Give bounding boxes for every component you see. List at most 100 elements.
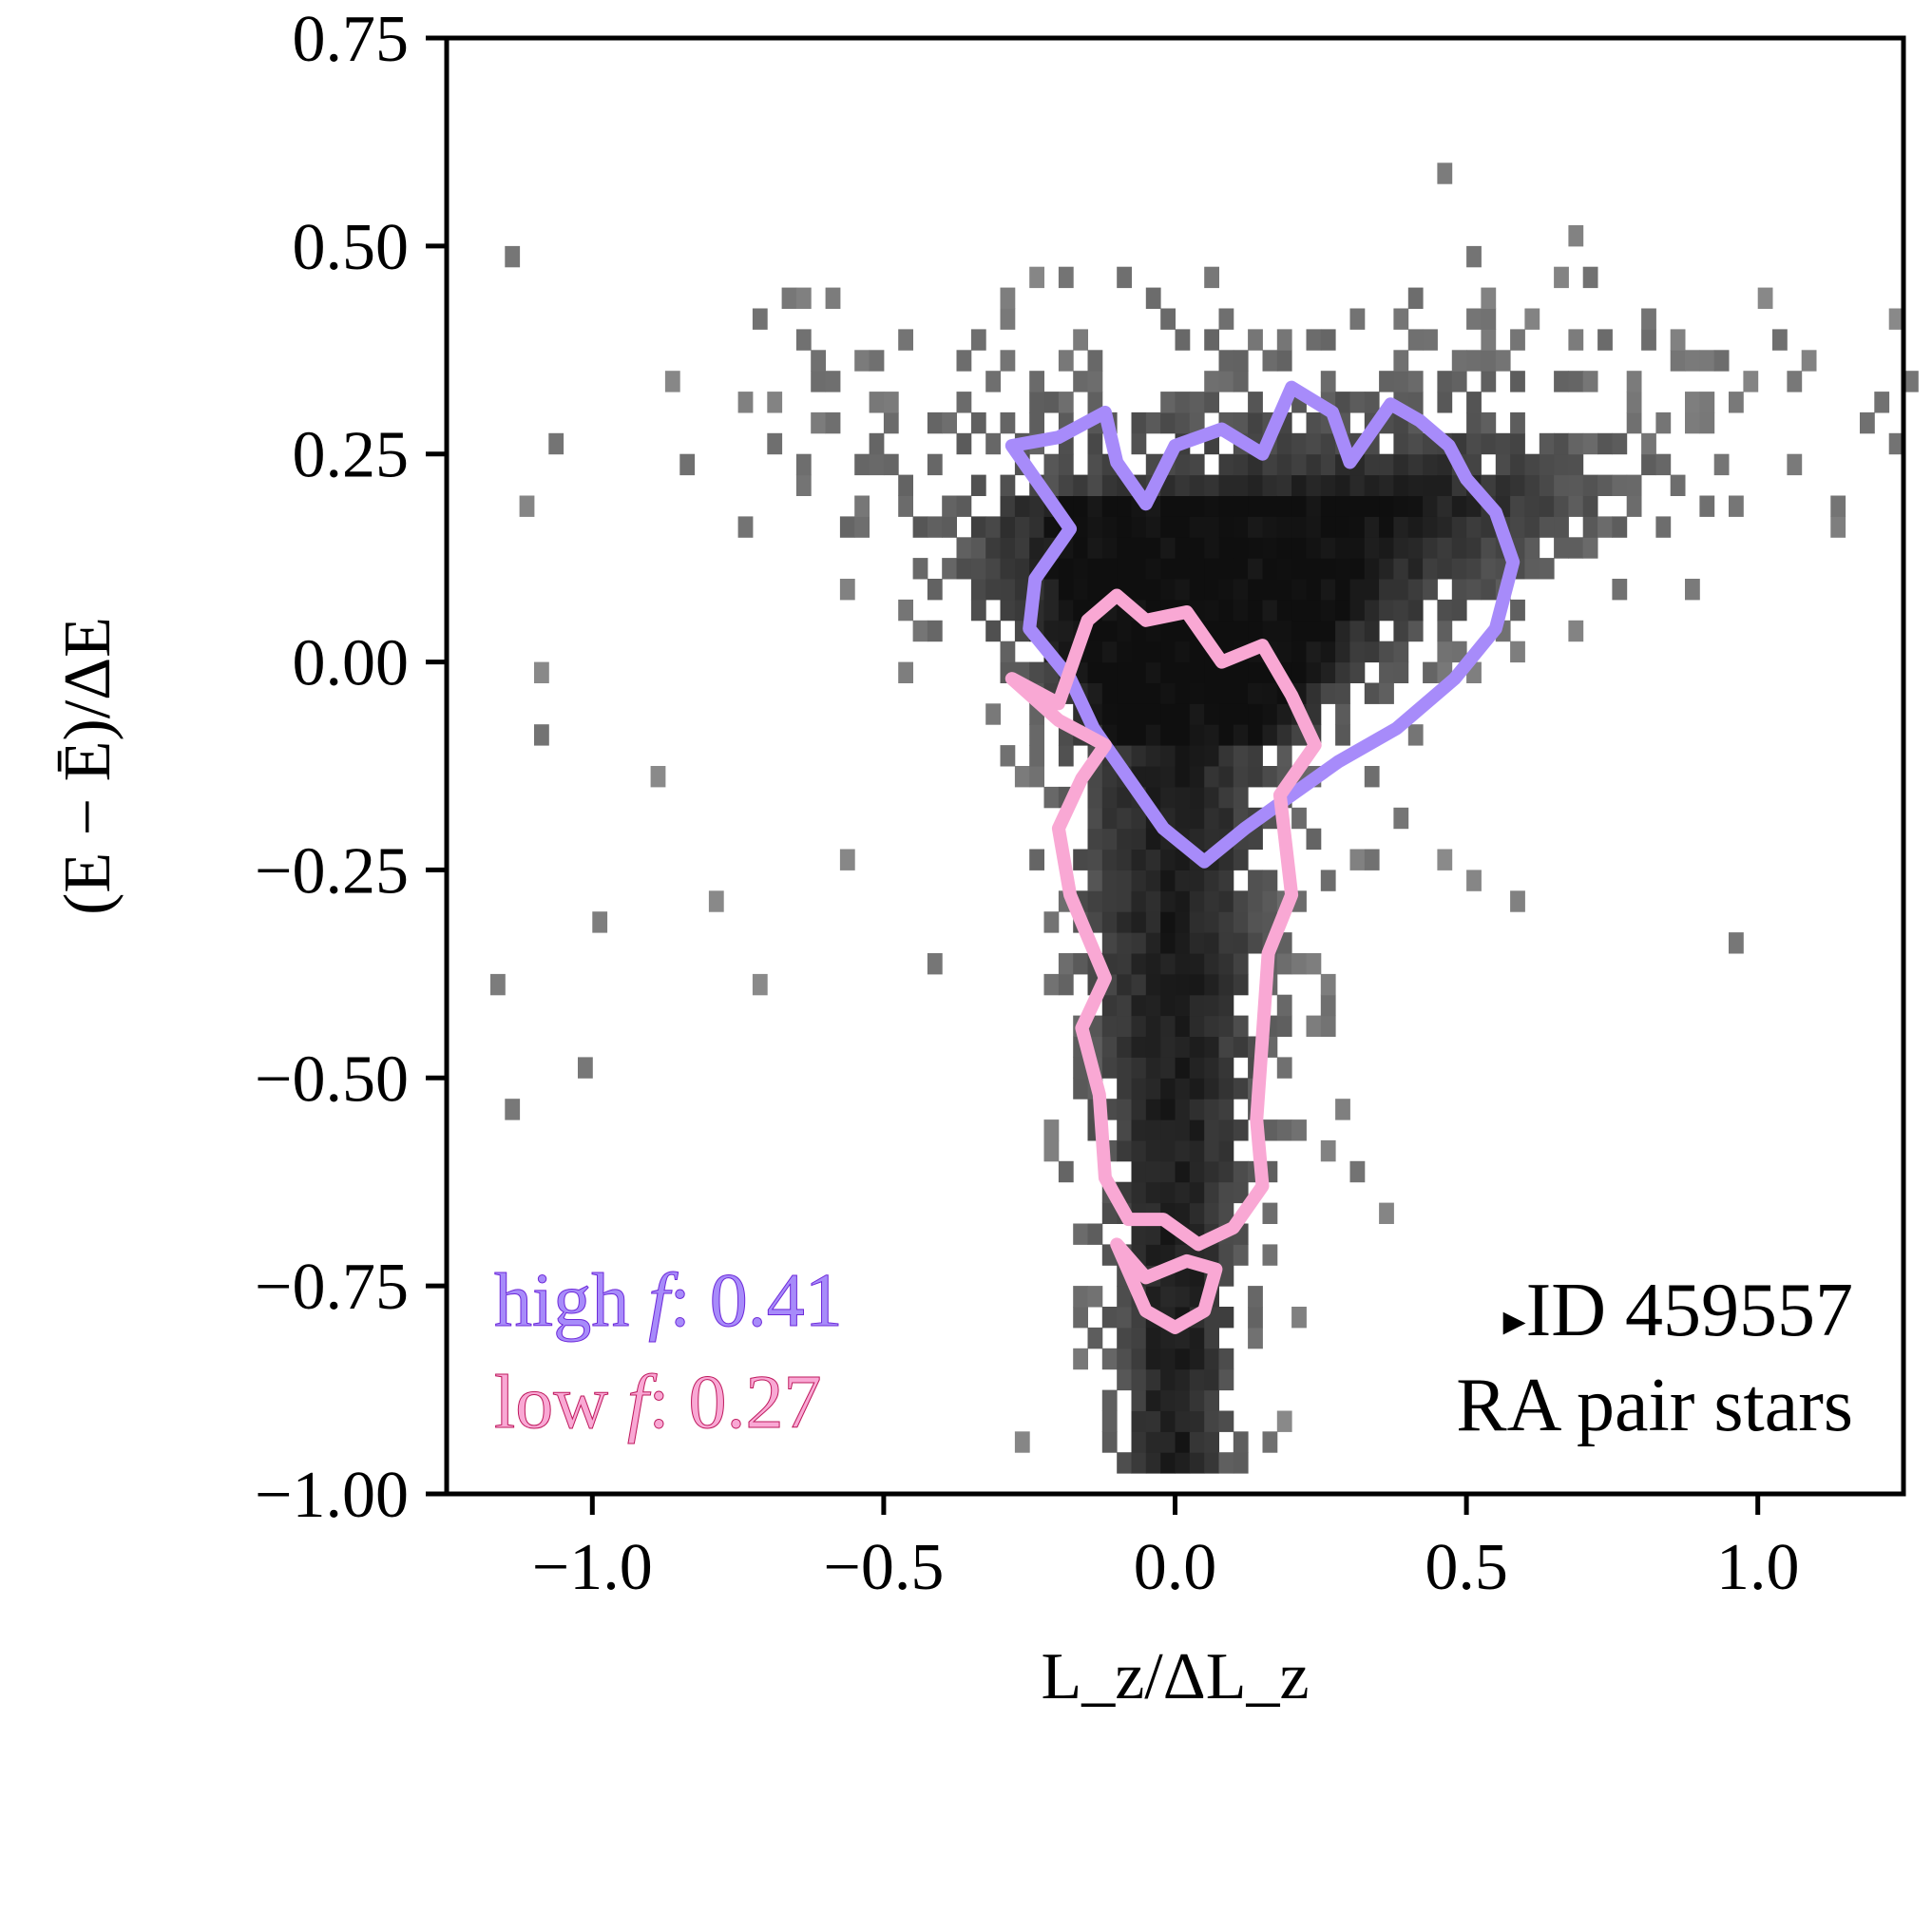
histogram-cell: [970, 329, 986, 351]
histogram-cell: [1029, 661, 1044, 683]
histogram-cell: [942, 558, 957, 580]
histogram-cell: [505, 1099, 521, 1120]
histogram-cell: [1101, 932, 1118, 954]
histogram-cell: [1437, 453, 1453, 476]
histogram-cell: [1612, 579, 1628, 601]
histogram-cell: [1233, 579, 1249, 601]
histogram-cell: [1248, 537, 1263, 559]
histogram-cell: [1204, 516, 1219, 538]
histogram-cell: [1306, 453, 1322, 476]
histogram-cell: [811, 371, 826, 392]
histogram-cell: [1423, 537, 1438, 559]
histogram-cell: [1262, 703, 1278, 725]
histogram-cell: [1218, 932, 1234, 954]
histogram-cell: [1349, 599, 1366, 622]
histogram-cell: [1204, 724, 1219, 746]
x-tick-label: −0.5: [823, 1531, 944, 1604]
histogram-cell: [1233, 1015, 1249, 1037]
histogram-cell: [1218, 558, 1234, 580]
histogram-cell: [1000, 495, 1016, 517]
histogram-cell: [1175, 1139, 1191, 1162]
histogram-cell: [1189, 682, 1205, 704]
histogram-cell: [1364, 392, 1380, 413]
histogram-cell: [1218, 745, 1234, 767]
histogram-cell: [1175, 1099, 1191, 1120]
histogram-cell: [1524, 308, 1540, 330]
histogram-cell: [1335, 579, 1350, 601]
histogram-cell: [1117, 724, 1132, 746]
histogram-cell: [1423, 329, 1438, 351]
histogram-cell: [1131, 724, 1147, 746]
histogram-cell: [1189, 703, 1205, 725]
histogram-cell: [1087, 786, 1103, 809]
histogram-cell: [1218, 1244, 1234, 1266]
histogram-cell: [1597, 432, 1613, 455]
histogram-cell: [1262, 350, 1278, 372]
histogram-cell: [1262, 495, 1278, 517]
histogram-cell: [1612, 516, 1628, 538]
histogram-cell: [1145, 1389, 1161, 1411]
histogram-cell: [811, 411, 826, 434]
histogram-cell: [1554, 371, 1569, 392]
histogram-cell: [1364, 620, 1380, 642]
histogram-cell: [1554, 453, 1569, 476]
histogram-cell: [1101, 537, 1118, 559]
histogram-cell: [1276, 724, 1292, 746]
histogram-cell: [1407, 329, 1424, 351]
histogram-cell: [1000, 308, 1016, 330]
histogram-cell: [1160, 786, 1176, 809]
histogram-cell: [1087, 453, 1103, 476]
x-axis-ticks: −1.0 −0.5 0.0 0.5 1.0: [532, 1494, 1799, 1604]
histogram-cell: [1204, 266, 1219, 289]
histogram-cell: [854, 495, 870, 517]
histogram-cell: [1568, 537, 1584, 559]
histogram-cell: [1262, 724, 1278, 746]
histogram-cell: [1582, 495, 1598, 517]
histogram-cell: [854, 453, 870, 476]
histogram-cell: [1451, 641, 1467, 663]
histogram-cell: [1291, 453, 1307, 476]
histogram-cell: [1233, 474, 1249, 496]
histogram-cell: [1073, 537, 1088, 559]
histogram-cell: [1101, 641, 1118, 663]
histogram-cell: [956, 495, 972, 517]
histogram-cell: [1218, 495, 1234, 517]
histogram-cell: [1218, 453, 1234, 476]
legend-low-value: : 0.27: [648, 1361, 821, 1444]
histogram-cell: [1364, 558, 1380, 580]
histogram-cell: [985, 516, 1001, 538]
histogram-cell: [1029, 516, 1044, 538]
histogram-cell: [1554, 537, 1569, 559]
histogram-cell: [1510, 890, 1525, 912]
histogram-cell: [1320, 641, 1336, 663]
histogram-cell: [1131, 1160, 1147, 1183]
histogram-cell: [1233, 1078, 1249, 1100]
histogram-cell: [1204, 474, 1219, 496]
histogram-cell: [1379, 599, 1394, 622]
histogram-cell: [1407, 558, 1424, 580]
histogram-cell: [1131, 994, 1147, 1017]
histogram-cell: [1131, 870, 1147, 891]
histogram-cell: [1291, 661, 1307, 683]
histogram-cell: [1393, 495, 1409, 517]
contour-low-f-island: [1110, 1237, 1223, 1334]
histogram-cell: [1276, 1410, 1292, 1432]
histogram-cell: [1218, 1015, 1234, 1037]
histogram-cell: [1160, 1015, 1176, 1037]
histogram-cell: [1495, 474, 1511, 496]
histogram-cell: [1131, 641, 1147, 663]
histogram-cell: [1306, 558, 1322, 580]
histogram-cell: [1145, 1160, 1161, 1183]
histogram-cell: [1466, 453, 1482, 476]
histogram-cell: [1626, 411, 1642, 434]
histogram-cell: [1320, 973, 1336, 996]
histogram-cell: [1291, 599, 1307, 622]
y-axis-ticks: 0.75 0.50 0.25 0.00 −0.25 −0.50 −0.75 −1.00: [255, 3, 447, 1532]
histogram-cell: [1306, 661, 1322, 683]
histogram-cell: [1291, 1119, 1307, 1141]
histogram-cell: [1524, 453, 1540, 476]
histogram-cell: [1117, 1119, 1132, 1141]
histogram-cell: [1145, 1431, 1161, 1453]
histogram-cell: [752, 973, 768, 996]
histogram-cell: [1175, 579, 1191, 601]
